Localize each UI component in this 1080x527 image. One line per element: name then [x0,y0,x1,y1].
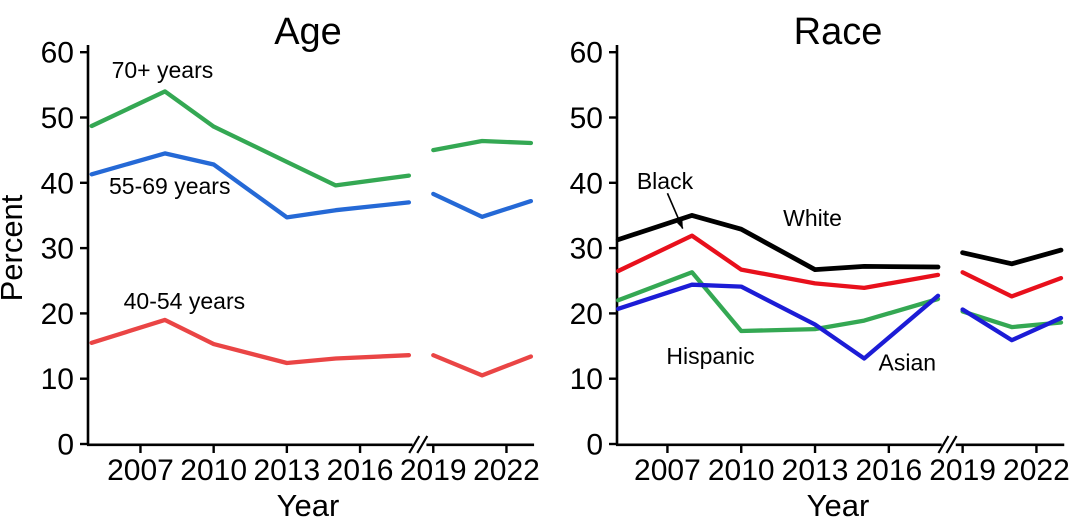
x-tick-label: 2007 [107,454,174,487]
x-tick-label: 2016 [327,454,394,487]
series-label-55-69-years: 55-69 years [109,173,230,199]
y-axis-label: Percent [0,194,29,301]
y-tick-label: 20 [570,298,603,331]
series-line-40-54-years-post-break [431,353,534,378]
x-tick-label: 2022 [1003,454,1070,487]
panel-race: Race 0 10 20 30 40 50 60 2007 2010 2013 2016 2019 202… [570,11,1070,523]
y-tick-label: 30 [41,233,74,266]
y-tick-label: 50 [41,102,74,135]
series-line-70-years-pre-break [89,89,412,188]
y-tick-label: 30 [570,233,603,266]
y-tick-label: 10 [570,363,603,396]
x-tick-label: 2019 [400,454,467,487]
x-tick-label: 2013 [253,454,320,487]
series-label-white: White [783,205,842,231]
y-tick-label: 0 [57,429,74,462]
x-tick-label: 2010 [180,454,247,487]
y-tick-label: 60 [570,37,603,70]
x-tick-label: 2010 [708,454,775,487]
y-tick-label: 50 [570,102,603,135]
series-line-black-pre-break [616,233,941,291]
series-line-70-years-post-break [431,138,534,153]
x-tick-label: 2016 [855,454,922,487]
axis-break-slash-2 [416,435,429,454]
panel-title-race: Race [794,11,883,53]
y-tick-label: 20 [41,298,74,331]
y-tick-label: 0 [586,429,603,462]
series-label-asian: Asian [879,349,937,375]
annotation-arrow-black [666,192,684,229]
y-tick-label: 40 [570,167,603,200]
axis-break-slash-2 [945,435,958,454]
series-label-70-years: 70+ years [112,57,214,83]
series-line-white-pre-break [615,212,941,273]
x-tick-label: 2019 [929,454,996,487]
x-tick-label: 2013 [782,454,849,487]
x-tick-label: 2007 [634,454,701,487]
x-tick-label: 2022 [473,454,540,487]
y-tick-label: 10 [41,363,74,396]
y-tick-label: 60 [41,37,74,70]
series-line-asian-pre-break [616,282,941,361]
series-line-asian-post-break [960,307,1064,343]
series-line-white-post-break [960,247,1064,267]
x-axis-label: Year [277,488,340,523]
series-line-55-69-years-pre-break [89,151,412,220]
axis-break-slash-1 [408,435,421,454]
series-line-40-54-years-pre-break [89,317,412,366]
panel-title-age: Age [274,11,342,53]
series-line-55-69-years-post-break [431,191,534,219]
y-tick-label: 40 [41,167,74,200]
axis-break-slash-1 [937,435,950,454]
series-line-hispanic-pre-break [616,270,941,334]
series-line-black-post-break [960,270,1064,299]
series-label-hispanic: Hispanic [666,343,754,369]
panel-age: Age 0 10 20 30 40 50 60 2007 2010 2013 2016 2019 2022… [0,11,540,523]
series-label-black: Black [637,168,694,194]
x-axis-label: Year [807,488,870,523]
series-label-40-54-years: 40-54 years [124,288,245,314]
